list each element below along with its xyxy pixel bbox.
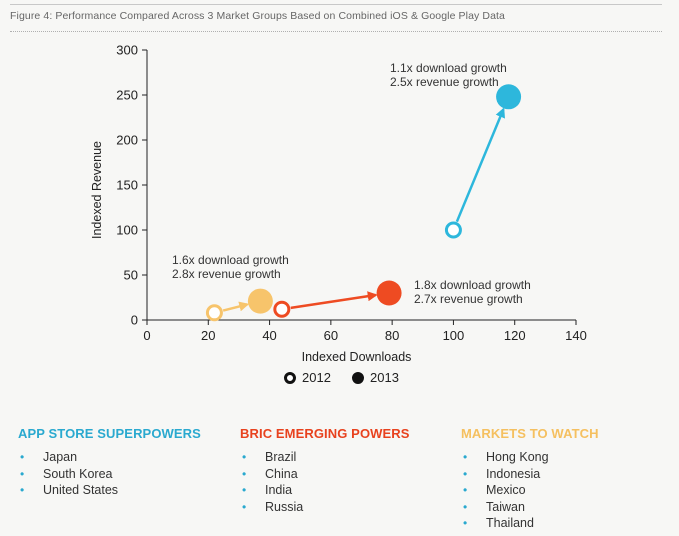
growth-arrow bbox=[455, 107, 505, 223]
chart-legend: 2012 2013 bbox=[0, 370, 679, 390]
bullet-icon: • bbox=[242, 450, 247, 464]
legend-label-2012: 2012 bbox=[302, 370, 331, 385]
growth-annotation: 1.6x download growth bbox=[172, 253, 289, 267]
growth-annotation: 2.7x revenue growth bbox=[414, 292, 523, 306]
growth-annotation: 1.1x download growth bbox=[390, 61, 507, 75]
growth-annotation: 1.8x download growth bbox=[414, 278, 531, 292]
country-name: Brazil bbox=[265, 450, 297, 464]
list-item: • South Korea bbox=[18, 466, 201, 483]
country-name: India bbox=[265, 483, 293, 497]
bullet-icon: • bbox=[463, 516, 468, 530]
bullet-icon: • bbox=[20, 450, 25, 464]
list-item: • Taiwan bbox=[461, 499, 599, 516]
x-tick-label: 60 bbox=[324, 328, 338, 343]
growth-annotation: 2.5x revenue growth bbox=[390, 75, 499, 89]
bullet-icon: • bbox=[20, 466, 25, 481]
growth-arrow bbox=[222, 301, 250, 312]
country-name: Russia bbox=[265, 499, 304, 514]
bullet-icon: • bbox=[242, 499, 247, 514]
growth-arrow bbox=[290, 291, 378, 310]
data-point-2012 bbox=[273, 300, 291, 318]
country-name: Japan bbox=[43, 450, 78, 464]
x-tick-label: 120 bbox=[504, 328, 526, 343]
legend-item-2013: 2013 bbox=[352, 370, 399, 385]
data-point-2013 bbox=[247, 288, 273, 314]
figure-title: Figure 4: Performance Compared Across 3 … bbox=[10, 10, 505, 22]
list-item: • Brazil bbox=[240, 449, 410, 466]
y-tick-label: 0 bbox=[131, 313, 138, 328]
list-item: • Japan bbox=[18, 449, 201, 466]
group-bric-emerging-powers: BRIC EMERGING POWERS • Brazil • China • Ind… bbox=[240, 426, 410, 515]
y-tick-label: 50 bbox=[124, 268, 138, 283]
list-item: • Russia bbox=[240, 499, 410, 516]
x-tick-label: 40 bbox=[262, 328, 276, 343]
country-name: Mexico bbox=[486, 483, 526, 497]
y-tick-label: 300 bbox=[116, 43, 138, 58]
country-name: China bbox=[265, 466, 298, 481]
bullet-icon: • bbox=[242, 466, 247, 481]
y-tick-label: 200 bbox=[116, 133, 138, 148]
country-name: Indonesia bbox=[486, 466, 541, 481]
title-divider bbox=[10, 31, 662, 32]
bullet-icon: • bbox=[20, 483, 25, 497]
list-item: • Thailand bbox=[461, 515, 599, 532]
list-item: • China bbox=[240, 466, 410, 483]
group-app-store-superpowers: APP STORE SUPERPOWERS • Japan • South Kore… bbox=[18, 426, 201, 499]
country-name: South Korea bbox=[43, 466, 113, 481]
group-markets-to-watch: MARKETS TO WATCH • Hong Kong • Indonesia •… bbox=[461, 426, 599, 532]
growth-annotation: 2.8x revenue growth bbox=[172, 267, 281, 281]
y-axis-label: Indexed Revenue bbox=[90, 141, 104, 239]
legend-item-2012: 2012 bbox=[284, 370, 331, 385]
x-axis-label: Indexed Downloads bbox=[302, 350, 412, 364]
top-rule bbox=[10, 4, 662, 5]
group-title: MARKETS TO WATCH bbox=[461, 426, 599, 441]
country-name: United States bbox=[43, 483, 119, 497]
legend-label-2013: 2013 bbox=[370, 370, 399, 385]
x-tick-label: 0 bbox=[143, 328, 150, 343]
bullet-icon: • bbox=[463, 483, 468, 497]
y-tick-label: 150 bbox=[116, 178, 138, 193]
data-point-2012 bbox=[205, 304, 223, 322]
bullet-icon: • bbox=[242, 483, 247, 497]
bullet-icon: • bbox=[463, 499, 468, 514]
list-item: • Mexico bbox=[461, 482, 599, 499]
list-item: • United States bbox=[18, 482, 201, 499]
list-item: • Hong Kong bbox=[461, 449, 599, 466]
data-point-2012 bbox=[444, 221, 462, 239]
country-name: Thailand bbox=[486, 516, 534, 530]
y-tick-label: 250 bbox=[116, 88, 138, 103]
filled-circle-icon bbox=[352, 371, 364, 384]
x-tick-label: 20 bbox=[201, 328, 215, 343]
data-point-2013 bbox=[376, 280, 402, 306]
y-tick-label: 100 bbox=[116, 223, 138, 238]
list-item: • India bbox=[240, 482, 410, 499]
bullet-icon: • bbox=[463, 466, 468, 481]
data-point-2013 bbox=[496, 84, 522, 110]
group-title: APP STORE SUPERPOWERS bbox=[18, 426, 201, 441]
bullet-icon: • bbox=[463, 450, 468, 464]
x-tick-label: 100 bbox=[443, 328, 465, 343]
x-tick-label: 140 bbox=[565, 328, 587, 343]
open-circle-icon bbox=[284, 371, 296, 384]
country-name: Hong Kong bbox=[486, 450, 549, 464]
country-name: Taiwan bbox=[486, 499, 525, 514]
group-title: BRIC EMERGING POWERS bbox=[240, 426, 410, 441]
x-tick-label: 80 bbox=[385, 328, 399, 343]
scatter-chart: 0 50 100 150 200 250 300 0 20 40 60 80 100 120 140 Inde… bbox=[90, 43, 587, 365]
list-item: • Indonesia bbox=[461, 466, 599, 483]
